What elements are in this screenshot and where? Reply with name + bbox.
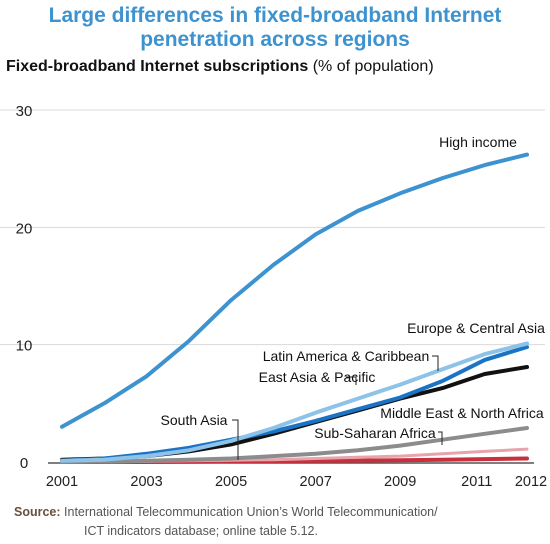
y-tick-label: 30 bbox=[16, 103, 33, 120]
series-line-0 bbox=[60, 152, 529, 429]
x-tick-label: 2005 bbox=[215, 474, 247, 490]
y-tick-label: 10 bbox=[16, 338, 33, 355]
x-tick-label: 2012 bbox=[515, 474, 547, 490]
series-line-4 bbox=[60, 426, 529, 464]
leader-line-2 bbox=[232, 419, 239, 460]
subtitle-bold: Fixed-broadband Internet subscriptions bbox=[6, 58, 309, 75]
leader-line-0 bbox=[432, 355, 439, 371]
x-tick-label: 2003 bbox=[130, 474, 162, 490]
series-label-0: High income bbox=[439, 134, 517, 150]
series-line-1 bbox=[60, 341, 529, 463]
chart-title-line2: penetration across regions bbox=[140, 28, 410, 51]
source-text-line1: International Telecommunication Union’s … bbox=[60, 505, 438, 519]
subtitle-unit: (% of population) bbox=[308, 58, 434, 75]
leader-line-3 bbox=[438, 431, 443, 445]
x-tick-label: 2001 bbox=[46, 474, 78, 490]
x-tick-label: 2009 bbox=[384, 474, 416, 490]
x-tick-label: 2011 bbox=[461, 474, 492, 490]
series-label-2: Latin America & Caribbean bbox=[263, 348, 430, 364]
series-label-1: Europe & Central Asia bbox=[407, 320, 545, 336]
chart-subtitle: Fixed-broadband Internet subscriptions (… bbox=[6, 58, 434, 76]
y-tick-label: 20 bbox=[16, 220, 33, 237]
chart-title-line1: Large differences in fixed-broadband Int… bbox=[48, 4, 502, 27]
series-label-6: South Asia bbox=[161, 412, 228, 428]
leader-line-1 bbox=[346, 376, 357, 385]
series-label-5: Sub-Saharan Africa bbox=[314, 425, 436, 441]
line-chart: 0 10 20 30 2001 2003 2005 2007 2009 2011 2012 High … bbox=[0, 103, 547, 490]
y-tick-label: 0 bbox=[20, 455, 28, 472]
x-tick-label: 2007 bbox=[300, 474, 332, 490]
source-label: Source: bbox=[14, 505, 61, 519]
source-text-line2: ICT indicators database; online table 5.… bbox=[84, 524, 318, 538]
source-note: Source: International Telecommunication … bbox=[14, 503, 544, 541]
series-line-2 bbox=[60, 345, 529, 463]
series-label-4: Middle East & North Africa bbox=[380, 405, 544, 421]
series-label-3: East Asia & Pacific bbox=[259, 369, 376, 385]
